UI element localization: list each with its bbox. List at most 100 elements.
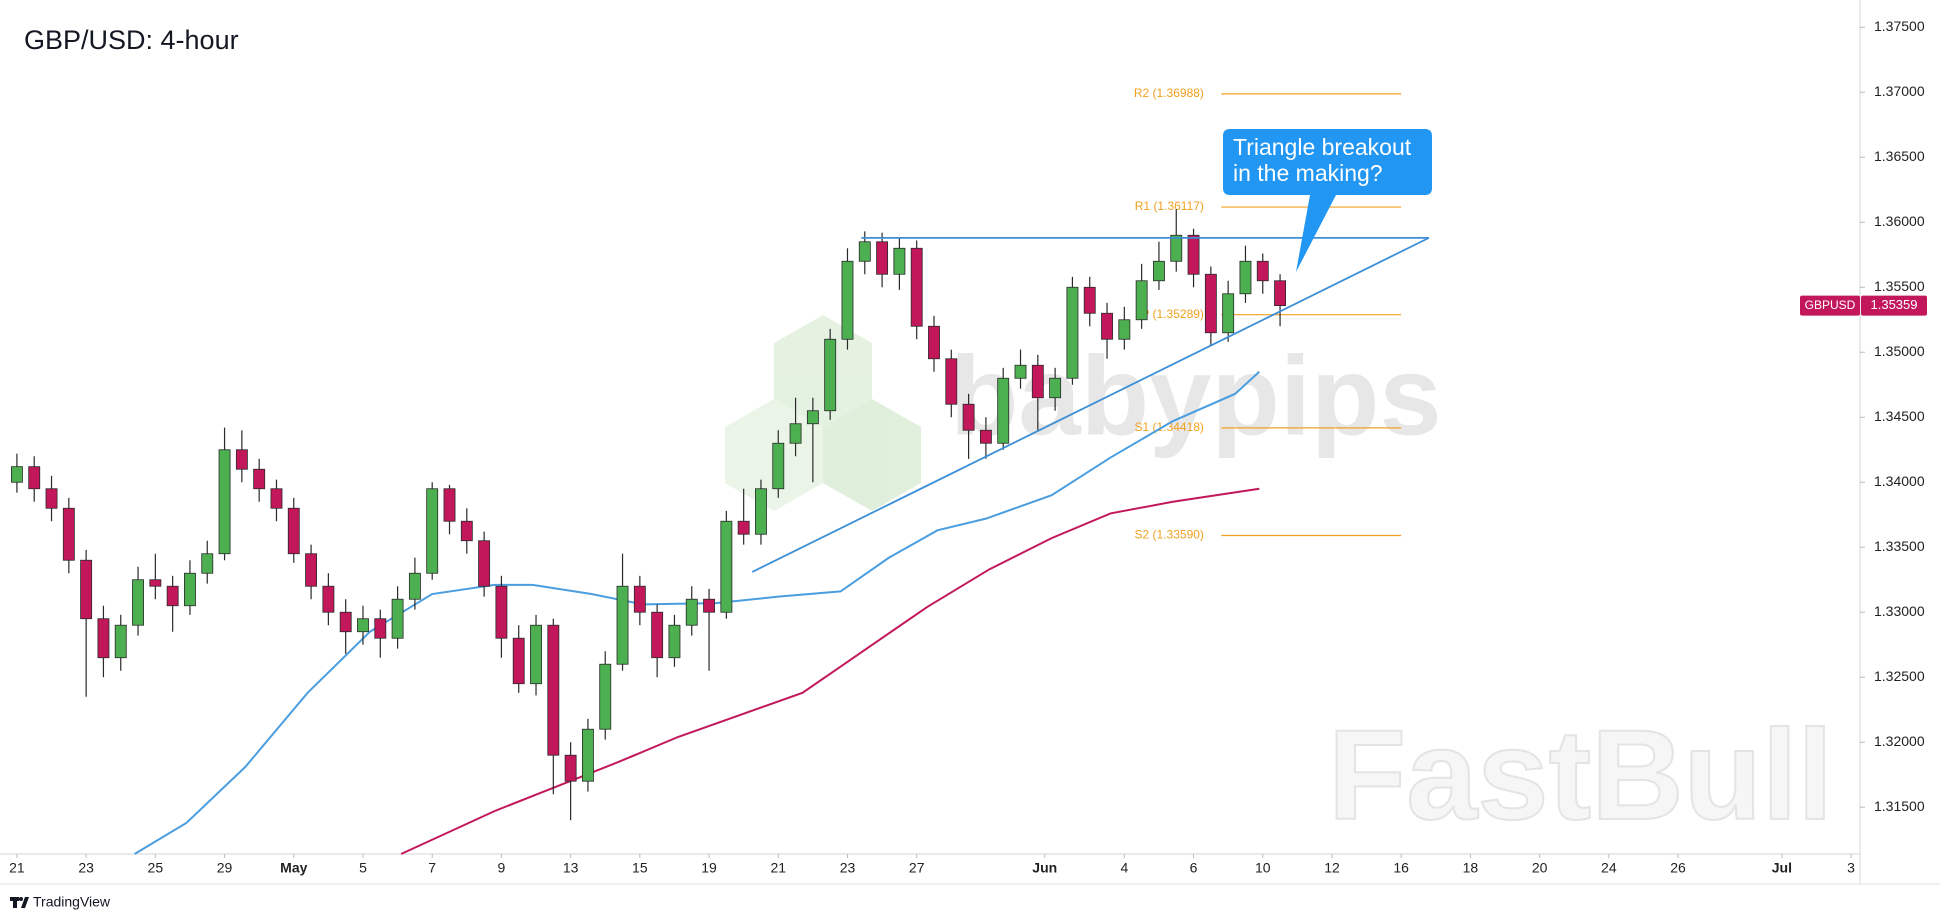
candle-body: [703, 598, 715, 613]
x-tick-label: 12: [1324, 860, 1340, 876]
x-tick-label: 25: [148, 860, 164, 876]
x-tick-label: May: [280, 860, 307, 876]
candle-body: [408, 572, 421, 600]
candle-body: [720, 520, 733, 613]
y-tick-label: 1.32500: [1874, 668, 1925, 684]
footer-logo: [13, 897, 17, 908]
moving-average: [134, 371, 1260, 855]
y-tick-label: 1.37500: [1874, 18, 1925, 34]
candle-body: [962, 403, 975, 431]
chart-title: GBP/USD: 4-hour: [24, 25, 239, 55]
candle-body: [97, 618, 110, 659]
candle-body: [599, 663, 612, 730]
candle-body: [1204, 273, 1217, 334]
y-tick-label: 1.36500: [1874, 148, 1925, 164]
candle-body: [1066, 286, 1079, 379]
x-tick-label: 10: [1255, 860, 1271, 876]
candle-body: [876, 241, 889, 275]
candle-body: [841, 260, 854, 340]
x-tick-label: 23: [78, 860, 94, 876]
candle-body: [1031, 364, 1044, 399]
candle-body: [443, 488, 456, 522]
watermark-text: FastBull: [1328, 704, 1833, 847]
y-tick-label: 1.35500: [1874, 278, 1925, 294]
candle-body: [62, 507, 75, 561]
footer-logo: [19, 897, 23, 901]
candle-body: [184, 572, 196, 607]
candle-body: [547, 624, 560, 756]
x-tick-label: 18: [1463, 860, 1479, 876]
x-tick-label: 3: [1847, 860, 1855, 876]
y-tick-label: 1.34000: [1874, 473, 1925, 489]
candle-body: [668, 624, 681, 659]
candle-body: [1222, 293, 1235, 334]
x-tick-label: 29: [217, 860, 233, 876]
candle-body: [928, 325, 940, 360]
candle-body: [391, 598, 404, 639]
candle-body: [270, 488, 283, 509]
y-tick-label: 1.33000: [1874, 603, 1925, 619]
pivot-label: S1 (1.34418): [1135, 420, 1204, 434]
candle-body: [1239, 260, 1252, 295]
candle-body: [1014, 364, 1027, 379]
candle-body: [478, 540, 491, 587]
x-tick-label: 6: [1190, 860, 1198, 876]
price-tag-label: 1.35359: [1871, 297, 1918, 312]
candle-body: [1049, 377, 1062, 399]
candle-body: [166, 585, 179, 607]
x-tick-label: 16: [1393, 860, 1409, 876]
candle-body: [651, 611, 664, 659]
y-tick-label: 1.36000: [1874, 213, 1925, 229]
y-tick-label: 1.34500: [1874, 408, 1925, 424]
candle-body: [1187, 234, 1200, 275]
candle-body: [512, 637, 525, 685]
callout-text: in the making?: [1233, 160, 1383, 186]
x-tick-label: Jun: [1032, 860, 1057, 876]
candle-body: [893, 247, 906, 275]
x-tick-label: 21: [770, 860, 786, 876]
x-tick-label: 21: [9, 860, 25, 876]
candle-body: [910, 247, 923, 327]
x-tick-label: 7: [428, 860, 436, 876]
candle-body: [1153, 260, 1165, 282]
candle-body: [616, 585, 629, 665]
symbol-tag: [1800, 295, 1860, 316]
candle-body: [633, 585, 646, 613]
pivot-label: S2 (1.33590): [1135, 528, 1204, 542]
x-tick-label: 20: [1532, 860, 1548, 876]
candle-body: [945, 358, 958, 405]
x-tick-label: 5: [359, 860, 367, 876]
candle-body: [201, 553, 214, 574]
candle-body: [114, 624, 127, 659]
candle-body: [287, 507, 300, 555]
candle-body: [685, 598, 698, 626]
candle-body: [824, 338, 837, 412]
candle-body: [80, 559, 93, 620]
x-tick-label: Jul: [1772, 860, 1792, 876]
candle-body: [1083, 286, 1096, 314]
candle-body: [1170, 234, 1183, 262]
candle-body: [426, 488, 439, 574]
candle-body: [1101, 312, 1113, 340]
footer-logo: [21, 897, 29, 908]
y-tick-label: 1.32000: [1874, 733, 1925, 749]
candle-body: [235, 449, 248, 470]
candle-body: [997, 377, 1010, 444]
candle-body: [564, 754, 577, 782]
x-tick-label: 24: [1601, 860, 1617, 876]
candle-body: [339, 611, 352, 633]
plot-area: R2 (1.36988) R1 (1.36117) P (1.35289) S1 (1…: [10, 86, 1430, 855]
candle-body: [1118, 319, 1131, 340]
candle-body: [374, 618, 387, 639]
candle-body: [10, 466, 23, 483]
candle-body: [737, 520, 750, 535]
candle-body: [789, 423, 802, 444]
candle-body: [132, 579, 144, 626]
x-tick-label: 27: [909, 860, 925, 876]
trendline: [751, 237, 1430, 573]
moving-average: [400, 487, 1260, 855]
candle-body: [1135, 280, 1148, 321]
candle-body: [495, 585, 508, 639]
